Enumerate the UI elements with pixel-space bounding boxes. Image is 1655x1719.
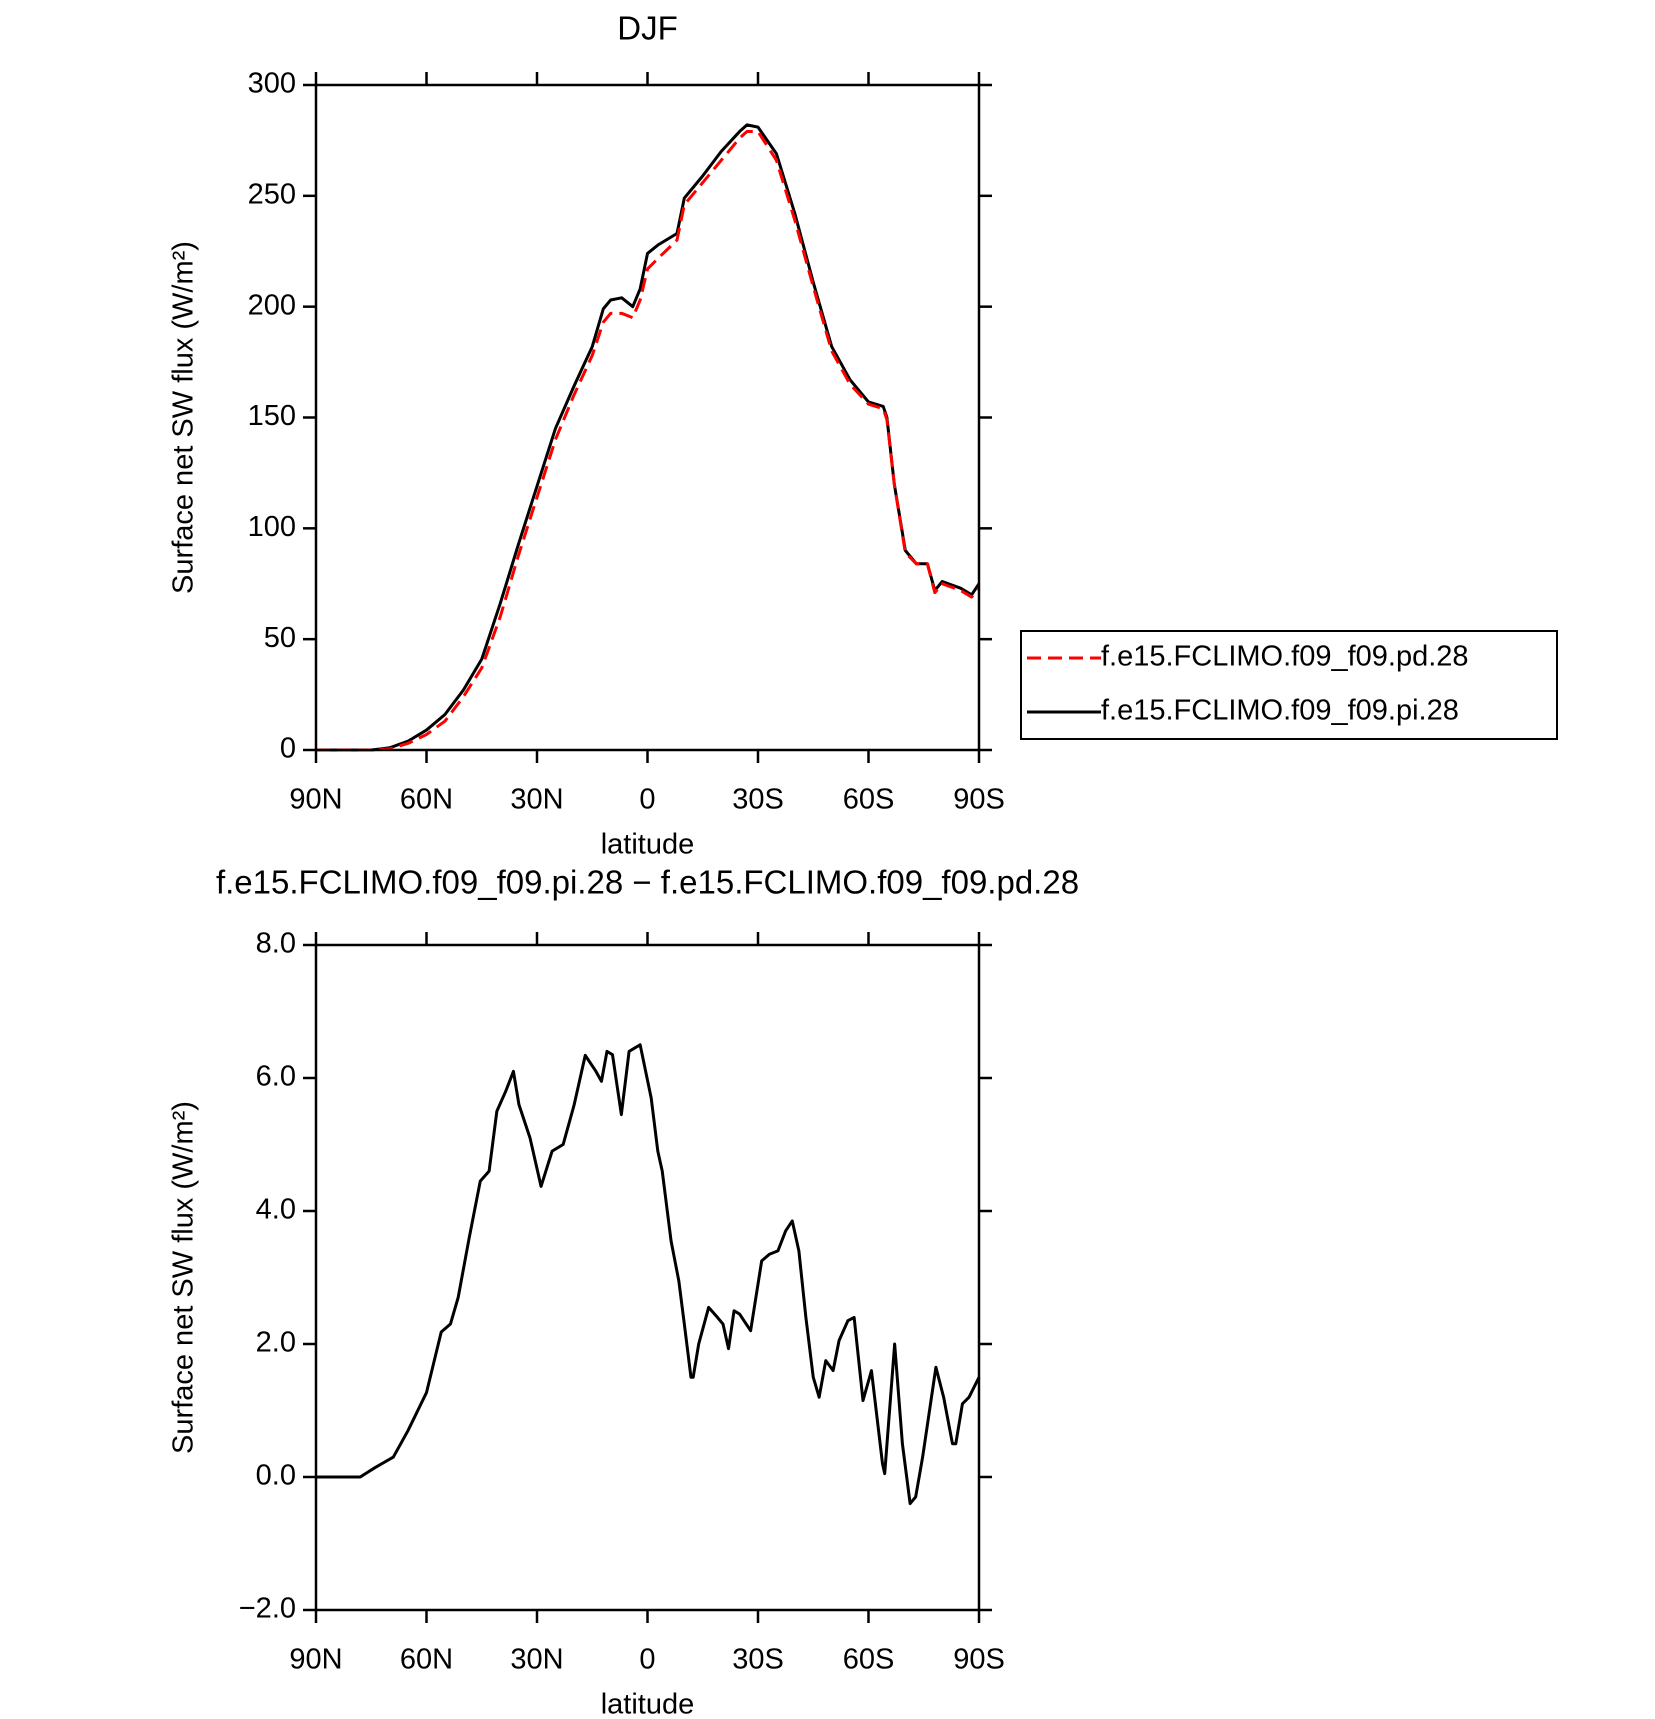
y-axis-label: Surface net SW flux (W/m²) <box>168 241 200 594</box>
x-tick-label: 60N <box>400 784 453 816</box>
x-tick-label: 0 <box>639 784 655 816</box>
y-tick-label: 0 <box>280 733 296 765</box>
x-tick-label: 90N <box>289 784 342 816</box>
y-tick-label: 6.0 <box>256 1061 296 1093</box>
x-tick-label: 60S <box>843 1644 895 1676</box>
legend-label: f.e15.FCLIMO.f09_f09.pi.28 <box>1101 695 1459 727</box>
y-tick-label: 250 <box>248 178 296 210</box>
legend-label: f.e15.FCLIMO.f09_f09.pd.28 <box>1101 641 1469 673</box>
y-tick-label: 4.0 <box>256 1194 296 1226</box>
x-tick-label: 60S <box>843 784 895 816</box>
chart-title: DJF <box>617 10 678 47</box>
y-tick-label: 200 <box>248 289 296 321</box>
x-tick-label: 90S <box>953 1644 1005 1676</box>
x-tick-label: 60N <box>400 1644 453 1676</box>
y-tick-label: 300 <box>248 68 296 100</box>
x-axis-label: latitude <box>601 1689 695 1719</box>
x-axis-label: latitude <box>601 829 695 861</box>
plot-frame <box>314 83 981 752</box>
y-tick-label: 0.0 <box>256 1460 296 1492</box>
x-tick-label: 30S <box>732 784 784 816</box>
x-tick-label: 90N <box>289 1644 342 1676</box>
y-tick-label: 2.0 <box>256 1327 296 1359</box>
plot-frame <box>314 943 981 1612</box>
y-axis-label: Surface net SW flux (W/m²) <box>168 1101 200 1454</box>
x-tick-label: 30N <box>510 1644 563 1676</box>
y-tick-label: 50 <box>264 622 296 654</box>
x-tick-label: 0 <box>639 1644 655 1676</box>
y-tick-label: 8.0 <box>256 928 296 960</box>
y-tick-label: −2.0 <box>239 1593 296 1625</box>
y-tick-label: 150 <box>248 400 296 432</box>
legend-box <box>1020 630 1558 740</box>
data-line <box>316 123 981 752</box>
chart-title: f.e15.FCLIMO.f09_f09.pi.28 − f.e15.FCLIM… <box>216 864 1079 901</box>
data-line <box>316 130 981 752</box>
data-line <box>316 1043 981 1506</box>
x-tick-label: 30S <box>732 1644 784 1676</box>
y-tick-label: 100 <box>248 511 296 543</box>
x-tick-label: 90S <box>953 784 1005 816</box>
x-tick-label: 30N <box>510 784 563 816</box>
